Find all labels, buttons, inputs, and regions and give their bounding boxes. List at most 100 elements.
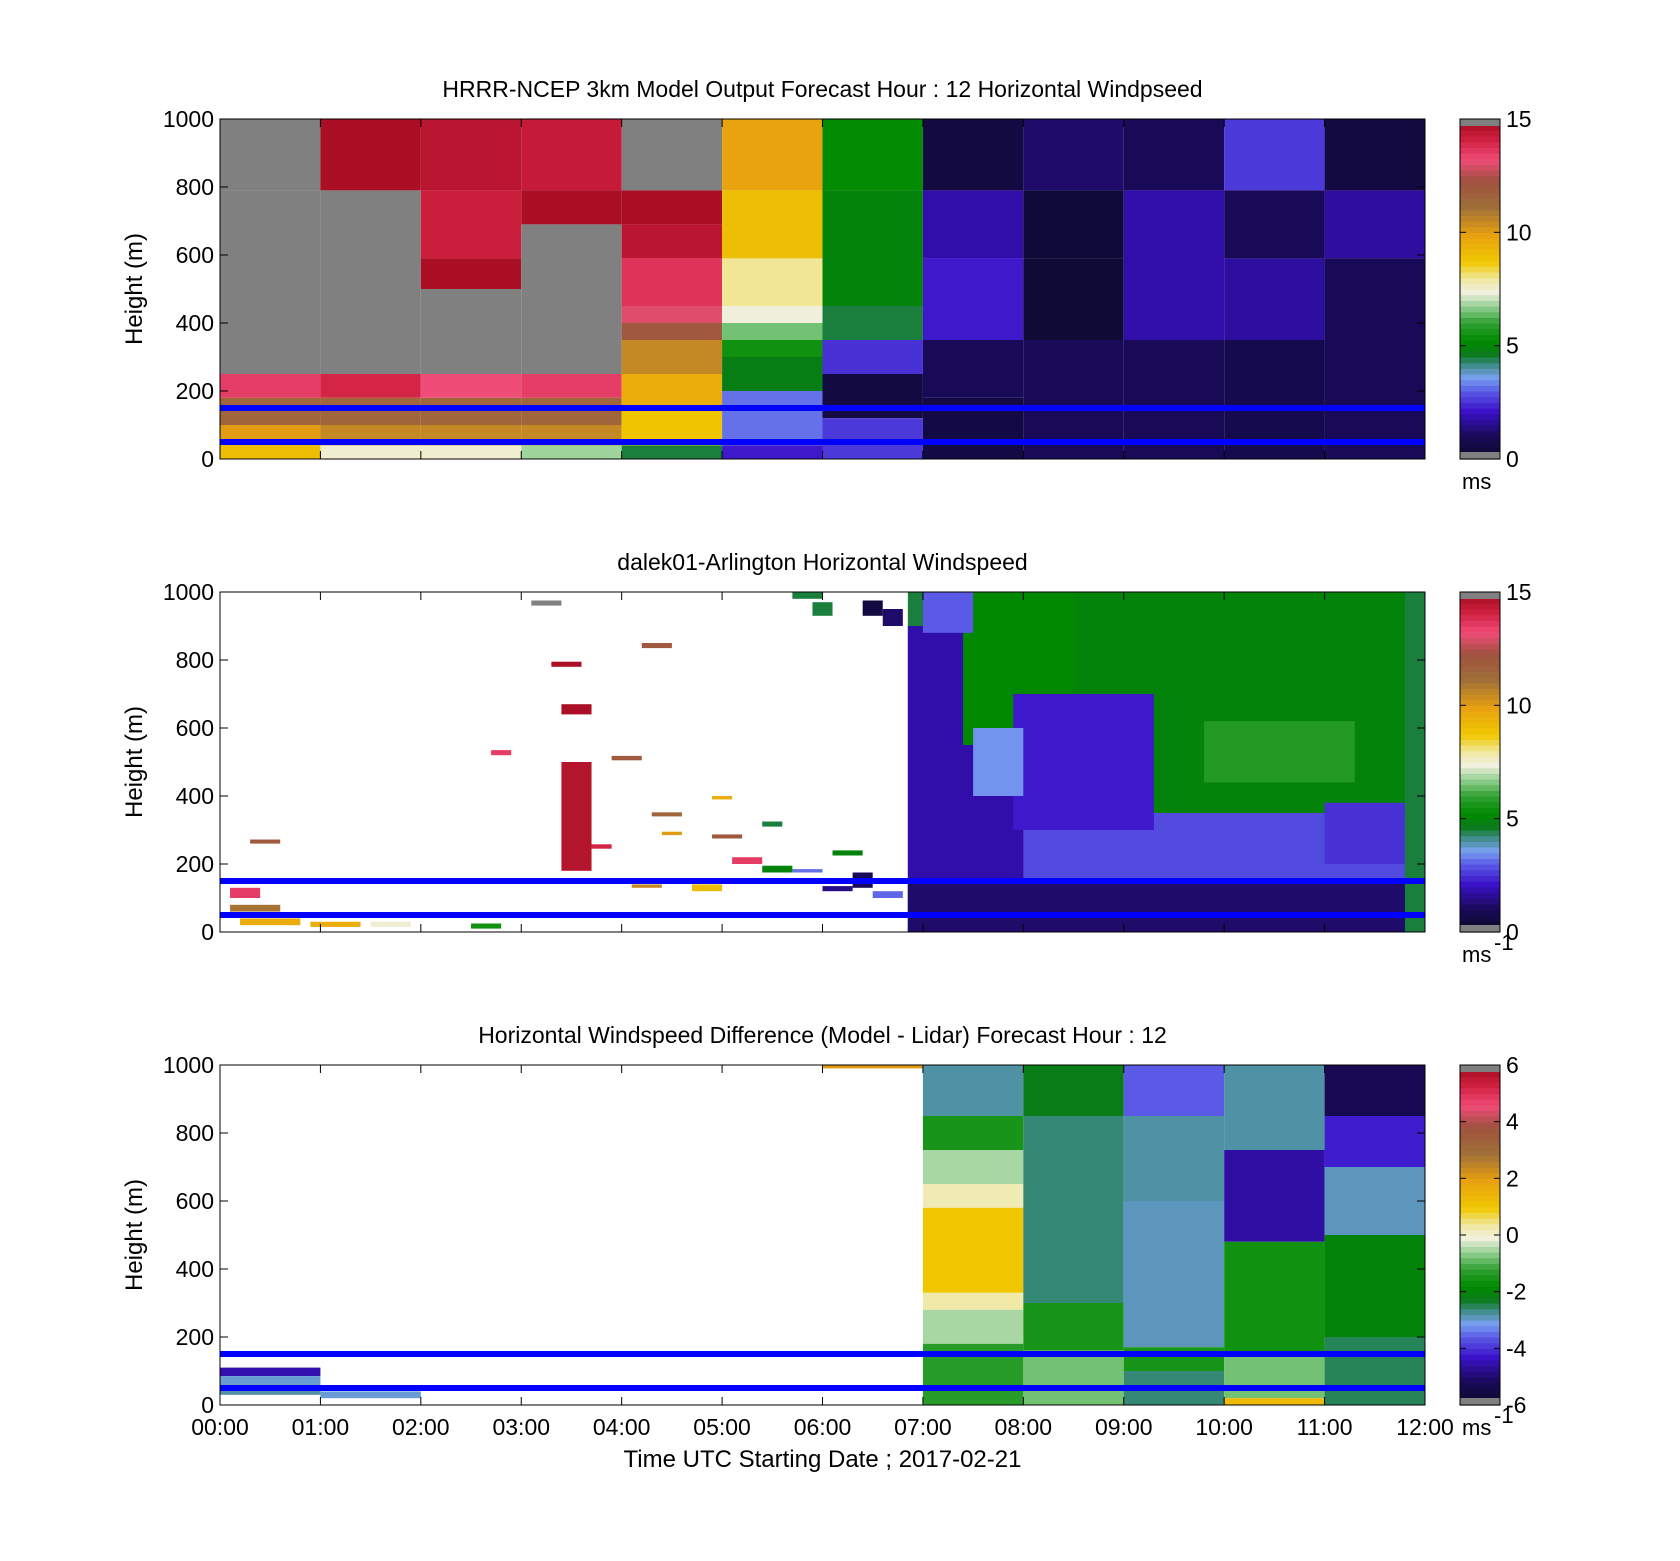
heatmap-cell bbox=[230, 904, 281, 912]
colorbar-tick-label: 2 bbox=[1506, 1165, 1519, 1191]
colorbar-swatch bbox=[1460, 311, 1500, 318]
colorbar-swatch bbox=[1460, 648, 1500, 655]
colorbar-swatch bbox=[1460, 750, 1500, 757]
x-tick-label: 00:00 bbox=[191, 1414, 249, 1440]
heatmap-cells-1 bbox=[220, 119, 1425, 459]
heatmap-cell bbox=[621, 323, 723, 340]
y-tick-label: 600 bbox=[176, 1188, 214, 1214]
colorbar-swatch bbox=[1460, 294, 1500, 301]
heatmap-cell bbox=[320, 190, 421, 374]
colorbar-swatch bbox=[1460, 1314, 1500, 1321]
colorbar-swatch bbox=[1460, 722, 1500, 729]
colorbar-unit: ms bbox=[1462, 1415, 1491, 1440]
colorbar-swatch bbox=[1460, 728, 1500, 735]
colorbar-swatch bbox=[1460, 442, 1500, 449]
colorbar-swatch bbox=[1460, 1144, 1500, 1151]
colorbar-swatch bbox=[1460, 784, 1500, 791]
heatmap-cell bbox=[220, 1376, 321, 1385]
heatmap-cell bbox=[822, 886, 853, 892]
y-tick-label: 0 bbox=[201, 446, 214, 472]
colorbar-swatch bbox=[1460, 1093, 1500, 1100]
y-tick-label: 1000 bbox=[163, 106, 214, 132]
x-tick-label: 05:00 bbox=[693, 1414, 751, 1440]
colorbar-swatch bbox=[1460, 603, 1500, 610]
colorbar-swatch bbox=[1460, 385, 1500, 392]
colorbar-swatch bbox=[1460, 1161, 1500, 1168]
heatmap-cell bbox=[220, 397, 321, 425]
heatmap-cell bbox=[1224, 258, 1325, 340]
colorbar-swatch bbox=[1460, 858, 1500, 865]
heatmap-cell bbox=[621, 258, 723, 306]
colorbar-tick-label: 0 bbox=[1506, 446, 1519, 472]
heatmap-cell bbox=[420, 190, 522, 259]
colorbar-unit: ms bbox=[1462, 469, 1491, 494]
colorbar-swatch bbox=[1460, 665, 1500, 672]
colorbar-swatch bbox=[1460, 682, 1500, 689]
colorbar-swatch bbox=[1460, 357, 1500, 364]
colorbar-swatch bbox=[1460, 277, 1500, 284]
colorbar-swatch bbox=[1460, 153, 1500, 160]
colorbar-swatch bbox=[1460, 1127, 1500, 1134]
heatmap-cell bbox=[922, 340, 1024, 398]
colorbar-swatch bbox=[1460, 1308, 1500, 1315]
heatmap-cell bbox=[1224, 1065, 1325, 1150]
x-tick-label: 09:00 bbox=[1095, 1414, 1153, 1440]
heatmap-cell bbox=[922, 1207, 1024, 1293]
heatmap-cell bbox=[822, 1065, 923, 1069]
colorbar-swatch bbox=[1460, 1099, 1500, 1106]
colorbar-swatch bbox=[1460, 266, 1500, 273]
heatmap-cell bbox=[521, 374, 622, 398]
colorbar-swatch bbox=[1460, 1286, 1500, 1293]
heatmap-cell bbox=[722, 445, 823, 459]
heatmap-cell bbox=[641, 643, 672, 649]
heatmap-cells-3 bbox=[220, 1065, 1425, 1405]
colorbar-swatch bbox=[1460, 1274, 1500, 1281]
colorbar-swatch bbox=[1460, 920, 1500, 927]
colorbar-swatch bbox=[1460, 790, 1500, 797]
colorbar-swatch bbox=[1460, 898, 1500, 905]
colorbar-swatch bbox=[1460, 886, 1500, 893]
colorbar-swatch bbox=[1460, 221, 1500, 228]
colorbar-swatch bbox=[1460, 739, 1500, 746]
heatmap-cell bbox=[320, 119, 421, 191]
colorbar-swatch bbox=[1460, 1291, 1500, 1298]
panel-3-title: Horizontal Windspeed Difference (Model -… bbox=[478, 1022, 1167, 1048]
heatmap-cell bbox=[220, 445, 321, 459]
colorbar-swatch bbox=[1460, 1184, 1500, 1191]
heatmap-cell bbox=[561, 762, 592, 871]
heatmap-cell bbox=[1123, 1201, 1225, 1348]
colorbar-swatch bbox=[1460, 705, 1500, 712]
colorbar-tick-label: 10 bbox=[1506, 692, 1532, 718]
x-tick-label: 11:00 bbox=[1297, 1414, 1353, 1440]
colorbar-swatch bbox=[1460, 379, 1500, 386]
heatmap-cell bbox=[722, 306, 823, 323]
x-tick-label: 07:00 bbox=[894, 1414, 952, 1440]
colorbar-swatch bbox=[1460, 1269, 1500, 1276]
colorbar-swatch bbox=[1460, 192, 1500, 199]
colorbar-swatch bbox=[1460, 818, 1500, 825]
heatmap-cell bbox=[922, 1065, 1024, 1116]
colorbar-swatch bbox=[1460, 711, 1500, 718]
heatmap-cell bbox=[922, 1309, 1024, 1344]
colorbar-swatch bbox=[1460, 340, 1500, 347]
colorbar-swatch bbox=[1460, 609, 1500, 616]
colorbar-swatch bbox=[1460, 915, 1500, 922]
colorbar-swatch bbox=[1460, 620, 1500, 627]
heatmap-cell bbox=[1224, 1398, 1325, 1405]
colorbar-swatch bbox=[1460, 716, 1500, 723]
colorbar-swatch bbox=[1460, 654, 1500, 661]
y-tick-label: 0 bbox=[201, 919, 214, 945]
heatmap-cell bbox=[1324, 1167, 1425, 1235]
colorbar-swatch bbox=[1460, 306, 1500, 313]
heatmap-cell bbox=[220, 190, 321, 374]
y-tick-label: 200 bbox=[176, 378, 214, 404]
heatmap-cell bbox=[1324, 1116, 1425, 1167]
heatmap-cell bbox=[722, 357, 823, 391]
heatmap-cell bbox=[1224, 190, 1325, 259]
heatmap-cell bbox=[1324, 1337, 1425, 1405]
colorbar-tick-label: 5 bbox=[1506, 806, 1519, 832]
colorbar-swatch bbox=[1460, 1297, 1500, 1304]
heatmap-cell bbox=[1204, 721, 1355, 783]
heatmap-cell bbox=[907, 881, 1405, 932]
colorbar-swatch bbox=[1460, 408, 1500, 415]
